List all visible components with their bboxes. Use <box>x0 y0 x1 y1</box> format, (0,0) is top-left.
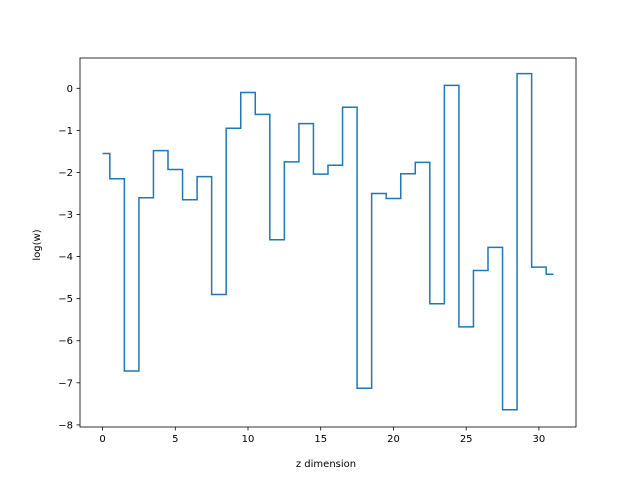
y-tick-label: −3 <box>58 210 73 221</box>
y-tick-label: −5 <box>58 294 73 305</box>
x-tick-label: 30 <box>533 434 546 445</box>
y-tick-label: −1 <box>58 126 73 137</box>
x-tick-label: 25 <box>460 434 473 445</box>
y-axis-label: log(w) <box>32 229 43 260</box>
y-tick-label: 0 <box>67 84 73 95</box>
axes-frame <box>79 57 577 428</box>
y-tick-label: −6 <box>58 336 73 347</box>
y-tick-label: −4 <box>58 252 73 263</box>
x-tick-label: 5 <box>172 434 178 445</box>
axes: 0 5 10 15 20 25 30 0 −1 −2 −3 −4 −5 −6 −7 −8 <box>58 57 577 445</box>
x-axis-label: z dimension <box>296 459 356 470</box>
x-tick-label: 10 <box>242 434 255 445</box>
plot-area <box>102 72 554 411</box>
x-tick-label: 20 <box>387 434 400 445</box>
y-tick-label: −7 <box>58 378 73 389</box>
x-tick-label: 15 <box>314 434 327 445</box>
y-tick-label: −2 <box>58 168 73 179</box>
x-tick-label: 0 <box>99 434 105 445</box>
series-line-0 <box>102 72 554 411</box>
y-tick-label: −8 <box>58 420 73 431</box>
